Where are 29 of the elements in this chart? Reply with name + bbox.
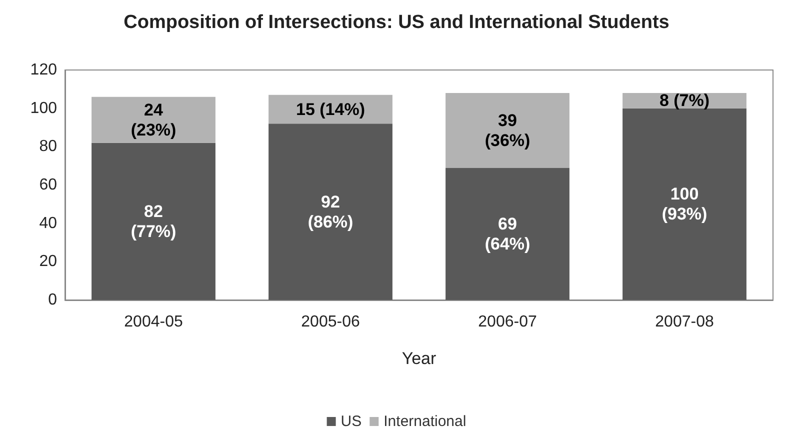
y-tick-label: 60 xyxy=(39,176,58,194)
data-label: 15 (14%) xyxy=(296,100,365,119)
x-tick-label: 2007-08 xyxy=(655,314,714,330)
data-label: 8 (7%) xyxy=(659,91,710,110)
y-tick-label: 0 xyxy=(48,292,58,308)
data-label: 39 (36%) xyxy=(484,110,530,150)
y-tick-label: 120 xyxy=(30,62,58,78)
data-label: 82 (77%) xyxy=(130,202,176,241)
bar xyxy=(92,96,216,143)
x-tick-label: 2004-05 xyxy=(124,314,183,330)
x-axis-title: Year xyxy=(402,349,437,368)
y-tick-label: 20 xyxy=(39,253,58,270)
y-tick-label: 40 xyxy=(39,214,58,232)
legend-label: US xyxy=(340,413,362,430)
y-tick-label: 100 xyxy=(30,100,58,117)
data-label: 100 (93%) xyxy=(662,184,708,224)
chart-title: Composition of Intersections: US and International Students xyxy=(124,12,670,33)
bar xyxy=(622,108,746,300)
legend-label: International xyxy=(384,413,466,430)
bar xyxy=(446,93,570,168)
bar xyxy=(268,124,392,300)
data-label: 92 (86%) xyxy=(308,192,354,232)
bar xyxy=(446,168,570,300)
data-label: 24 (23%) xyxy=(130,100,176,140)
x-tick-label: 2006-07 xyxy=(478,314,537,330)
y-tick-label: 80 xyxy=(39,138,58,156)
data-label: 69 (64%) xyxy=(484,214,530,254)
x-tick-label: 2005-06 xyxy=(301,314,360,330)
bar xyxy=(92,142,216,300)
